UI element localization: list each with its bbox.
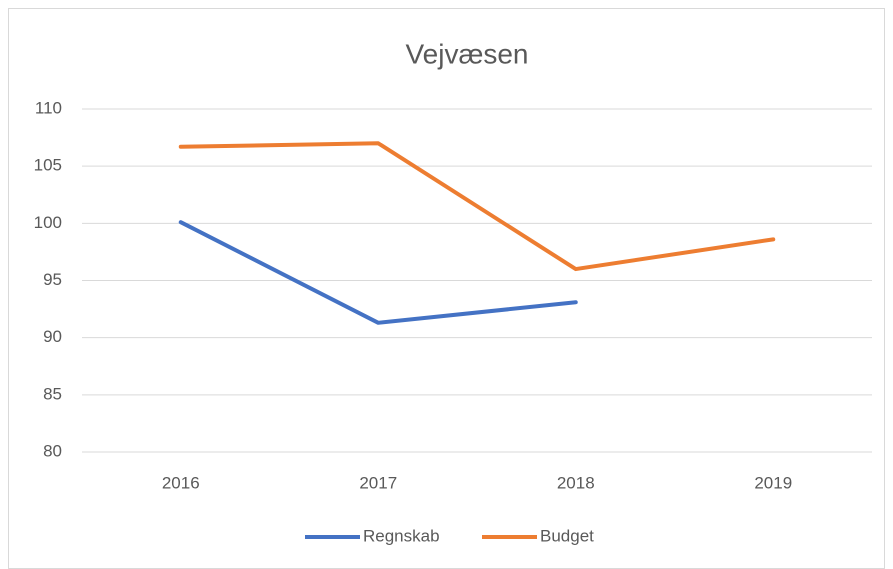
- x-tick-label: 2018: [557, 473, 595, 492]
- legend-label: Budget: [540, 526, 594, 545]
- y-tick-label: 85: [43, 384, 62, 403]
- y-tick-label: 105: [34, 156, 62, 175]
- y-tick-label: 110: [35, 98, 62, 117]
- y-tick-label: 95: [43, 270, 62, 289]
- chart-title: Vejvæsen: [406, 38, 529, 69]
- legend-label: Regnskab: [363, 526, 440, 545]
- y-tick-label: 90: [43, 327, 62, 346]
- y-tick-label: 80: [43, 441, 62, 460]
- series-line: [178, 141, 776, 272]
- chart-border: [8, 8, 885, 569]
- y-tick-label: 100: [34, 213, 62, 232]
- x-tick-label: 2019: [754, 473, 792, 492]
- x-tick-label: 2016: [162, 473, 200, 492]
- series-line: [178, 220, 578, 325]
- x-tick-label: 2017: [359, 473, 397, 492]
